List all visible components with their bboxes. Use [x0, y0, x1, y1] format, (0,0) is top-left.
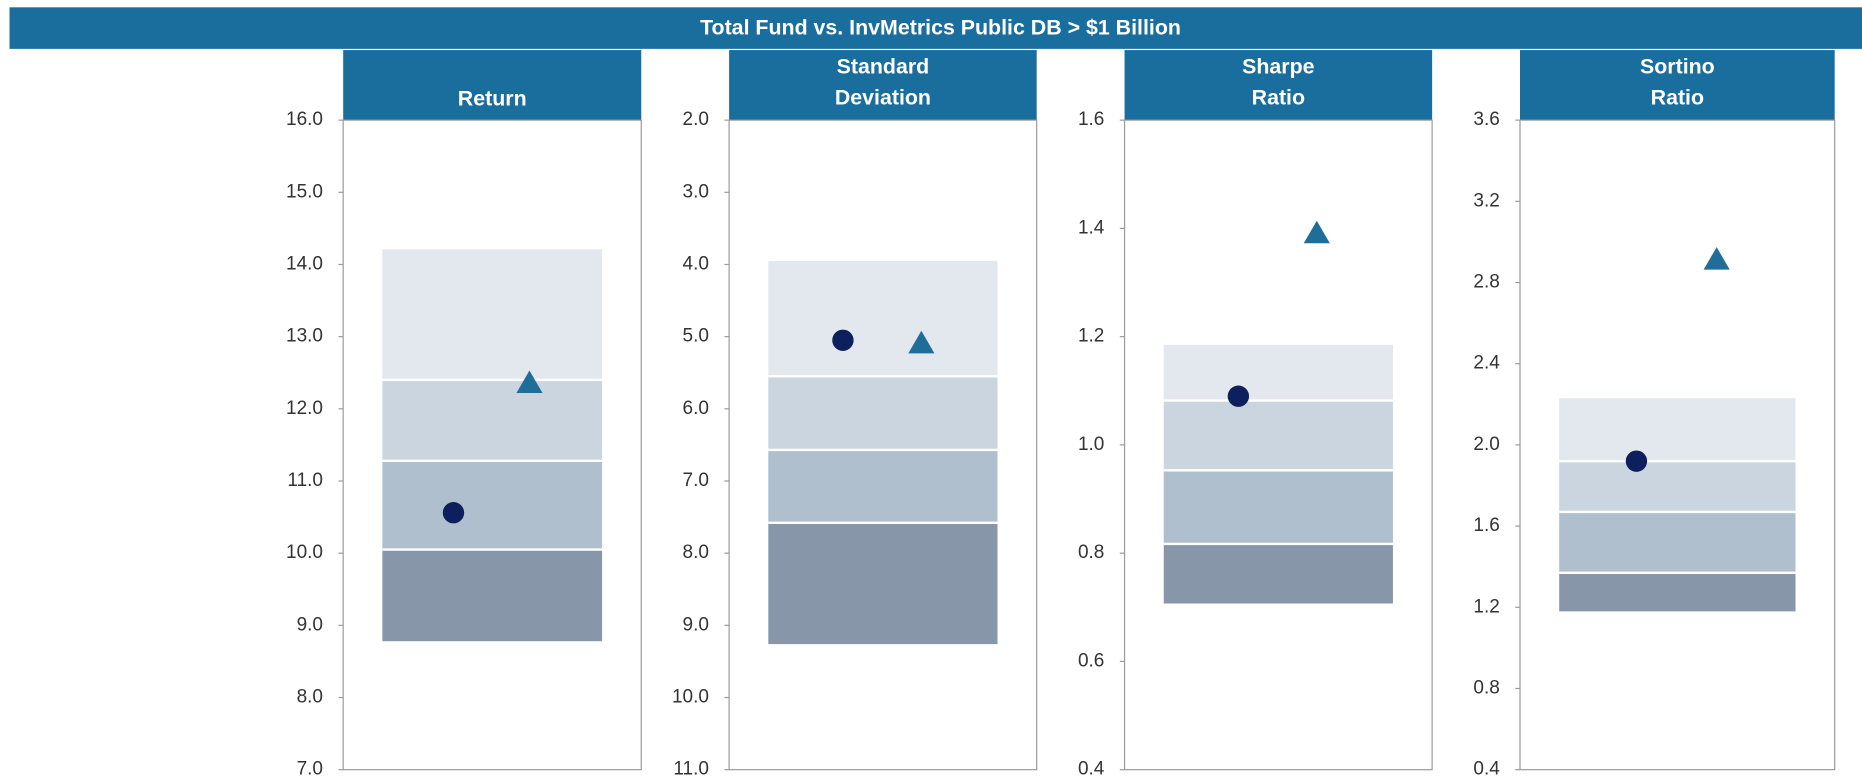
y-tick-label: 3.0 [683, 181, 709, 202]
y-tick-label: 2.8 [1473, 272, 1499, 293]
fund-marker [1626, 450, 1647, 471]
y-tick-label: 13.0 [286, 326, 323, 347]
y-tick-label: 0.4 [1078, 759, 1105, 777]
y-tick-label: 3.6 [1473, 109, 1499, 130]
percentile-band [768, 450, 997, 523]
percentile-band [768, 523, 997, 644]
y-tick-label: 1.6 [1078, 109, 1104, 130]
percentile-band [1164, 345, 1393, 401]
y-tick-label: 7.0 [683, 470, 709, 491]
y-tick-label: 14.0 [286, 253, 323, 274]
y-tick-label: 8.0 [297, 687, 323, 708]
panel-header-label: Return [458, 87, 527, 111]
y-tick-label: 6.0 [683, 398, 709, 419]
panel-header-label: Ratio [1252, 85, 1305, 109]
percentile-band [1559, 573, 1795, 612]
fund-marker [443, 502, 464, 523]
panel-header-label: Ratio [1651, 85, 1704, 109]
y-tick-label: 1.4 [1078, 217, 1105, 238]
percentile-band [1164, 401, 1393, 471]
y-tick-label: 0.8 [1473, 678, 1499, 699]
y-tick-label: 9.0 [683, 614, 709, 635]
fund-marker [1228, 386, 1249, 407]
y-tick-label: 15.0 [286, 181, 323, 202]
y-tick-label: 16.0 [286, 109, 323, 130]
panel-header-label: Sortino [1640, 55, 1715, 79]
percentile-band [382, 461, 602, 550]
percentile-band [1559, 398, 1795, 461]
y-tick-label: 8.0 [683, 542, 709, 563]
percentile-band [382, 380, 602, 461]
percentile-band [768, 376, 997, 450]
y-tick-label: 12.0 [286, 398, 323, 419]
panel-header-label: Sharpe [1242, 55, 1315, 79]
percentile-band [1559, 461, 1795, 512]
panel-header-label: Standard [837, 55, 930, 79]
y-tick-label: 11.0 [287, 470, 323, 491]
y-tick-label: 5.0 [683, 326, 709, 347]
y-tick-label: 2.0 [1473, 434, 1499, 455]
panel-header-label: Deviation [835, 85, 931, 109]
y-tick-label: 0.8 [1078, 542, 1104, 563]
percentile-band [768, 261, 997, 376]
y-tick-label: 9.0 [297, 614, 323, 635]
percentile-band [1164, 544, 1393, 604]
y-tick-label: 7.0 [297, 759, 323, 777]
y-tick-label: 3.2 [1473, 190, 1499, 211]
percentile-band [382, 249, 602, 380]
percentile-band [1559, 512, 1795, 573]
y-tick-label: 4.0 [683, 253, 709, 274]
fund-marker [832, 330, 853, 351]
y-tick-label: 1.0 [1078, 434, 1104, 455]
y-tick-label: 0.4 [1473, 759, 1500, 777]
percentile-band [382, 550, 602, 642]
y-tick-label: 2.0 [683, 109, 709, 130]
y-tick-label: 1.2 [1473, 596, 1499, 617]
y-tick-label: 11.0 [673, 759, 709, 777]
y-tick-label: 2.4 [1473, 353, 1500, 374]
y-tick-label: 1.2 [1078, 326, 1104, 347]
y-tick-label: 10.0 [286, 542, 323, 563]
percentile-band [1164, 470, 1393, 544]
chart-title: Total Fund vs. InvMetrics Public DB > $1… [700, 15, 1181, 39]
y-tick-label: 10.0 [672, 687, 709, 708]
y-tick-label: 1.6 [1473, 515, 1499, 536]
benchmark-marker [1304, 221, 1330, 244]
benchmark-marker [1704, 247, 1730, 270]
y-tick-label: 0.6 [1078, 650, 1104, 671]
